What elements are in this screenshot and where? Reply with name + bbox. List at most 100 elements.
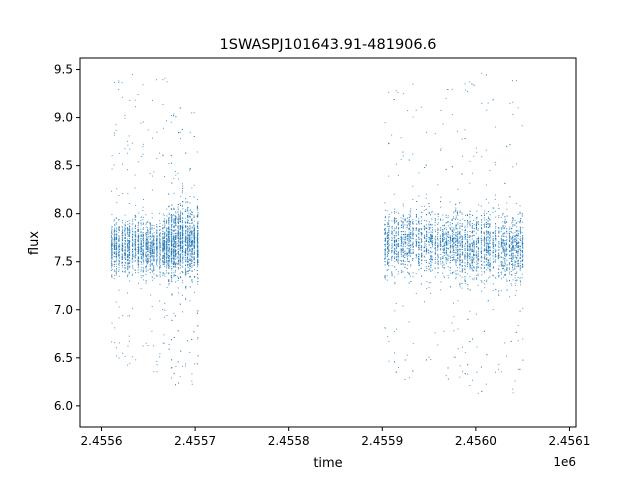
data-point — [451, 233, 453, 235]
data-point — [180, 247, 182, 249]
data-point — [145, 269, 147, 271]
data-point — [423, 237, 425, 239]
data-point — [121, 235, 123, 237]
data-point — [147, 258, 149, 260]
data-point — [134, 272, 136, 274]
data-point — [151, 255, 153, 257]
data-point — [443, 248, 445, 250]
data-point — [177, 219, 179, 221]
data-point — [127, 223, 129, 225]
data-point — [127, 269, 129, 271]
data-point — [428, 251, 430, 253]
data-point — [179, 218, 181, 220]
data-point — [177, 287, 179, 289]
data-point — [174, 171, 176, 173]
data-point — [111, 248, 113, 250]
data-point — [187, 340, 189, 342]
data-point — [145, 222, 147, 224]
data-point — [193, 231, 195, 233]
data-point — [397, 232, 399, 234]
data-point — [412, 153, 414, 155]
data-point — [151, 259, 153, 261]
data-point — [179, 233, 181, 235]
data-point — [424, 241, 426, 243]
data-point — [168, 280, 170, 282]
data-point — [442, 256, 444, 258]
data-point — [407, 264, 409, 266]
data-point — [443, 243, 445, 245]
data-point — [156, 257, 158, 259]
data-point — [114, 261, 115, 263]
data-point — [165, 245, 167, 247]
data-point — [177, 237, 179, 239]
data-point — [455, 219, 457, 221]
data-point — [168, 233, 170, 235]
data-point — [455, 226, 457, 228]
data-point — [397, 232, 399, 234]
data-point — [177, 222, 179, 224]
data-point — [451, 229, 453, 231]
data-point — [131, 235, 133, 237]
data-point — [455, 223, 457, 225]
data-point — [418, 259, 420, 261]
data-point — [407, 271, 409, 273]
data-point — [124, 241, 126, 242]
data-point — [164, 302, 166, 304]
data-point — [163, 248, 165, 250]
data-point — [437, 184, 439, 186]
data-point — [163, 250, 165, 252]
data-point — [162, 154, 164, 156]
data-point — [164, 255, 166, 257]
data-point — [138, 250, 140, 252]
data-point — [395, 239, 397, 241]
data-point — [425, 243, 427, 245]
data-point — [173, 271, 175, 273]
data-point — [189, 258, 191, 260]
data-point — [124, 264, 126, 266]
data-point — [182, 272, 184, 274]
data-point — [162, 228, 164, 230]
data-point — [189, 246, 191, 248]
data-point — [432, 229, 434, 231]
data-point — [127, 220, 129, 222]
data-point — [415, 254, 417, 256]
data-point — [394, 208, 396, 210]
data-point — [185, 250, 187, 252]
data-point — [127, 245, 129, 247]
data-point — [116, 188, 118, 190]
data-point — [114, 327, 116, 329]
data-point — [185, 285, 187, 287]
data-point — [132, 218, 134, 220]
data-point — [164, 256, 166, 258]
data-point — [159, 247, 161, 249]
data-point — [145, 280, 147, 282]
data-point — [185, 274, 187, 276]
data-point — [184, 240, 186, 242]
data-point — [415, 216, 417, 218]
data-point — [450, 237, 452, 239]
data-point — [421, 216, 423, 218]
data-point — [191, 211, 193, 213]
data-point — [177, 245, 179, 247]
data-point — [162, 237, 164, 239]
data-point — [127, 263, 129, 265]
data-point — [384, 255, 386, 257]
data-point — [168, 193, 170, 195]
data-point — [412, 343, 414, 345]
data-point — [447, 255, 449, 257]
data-point — [410, 240, 412, 242]
data-point — [187, 238, 189, 240]
data-point — [457, 328, 459, 330]
data-point — [118, 262, 120, 264]
data-point — [412, 223, 414, 225]
data-point — [197, 278, 199, 280]
data-point — [159, 258, 161, 260]
data-point — [140, 235, 142, 237]
data-point — [127, 245, 129, 247]
data-point — [166, 234, 168, 236]
data-point — [437, 344, 439, 346]
data-point — [175, 216, 177, 218]
data-point — [127, 247, 129, 249]
data-point — [189, 265, 191, 267]
data-point — [126, 238, 128, 240]
